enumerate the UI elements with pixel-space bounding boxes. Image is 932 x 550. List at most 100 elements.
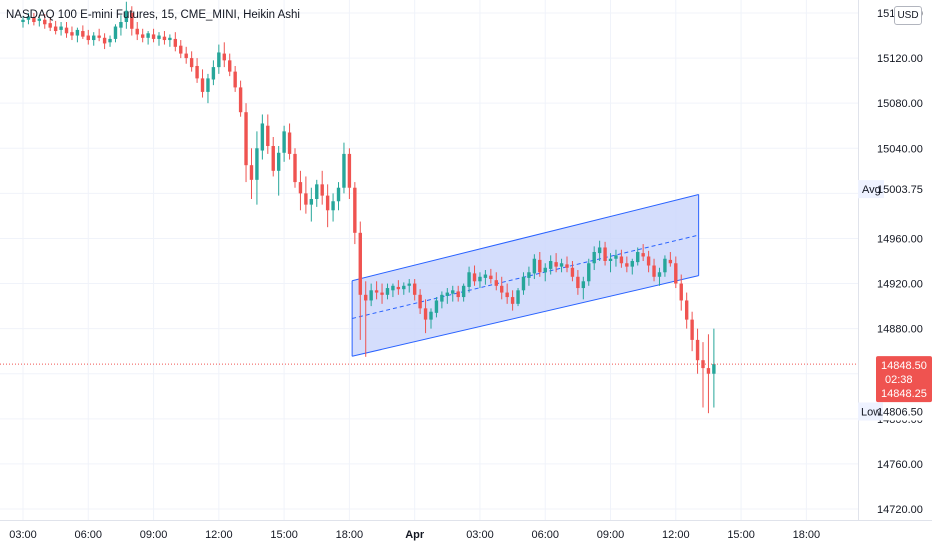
candle (168, 34, 172, 47)
candle (412, 279, 417, 301)
candle-body (451, 290, 455, 294)
last-price-value: 14848.50 (881, 360, 927, 372)
low-value: 14806.50 (877, 406, 923, 418)
candle-body (483, 274, 488, 278)
candle (652, 258, 656, 282)
last-price-tag-bg (876, 356, 932, 403)
candle (565, 256, 569, 273)
x-tick-label: 18:00 (793, 529, 821, 541)
price-axis[interactable]: 15160.0015120.0015080.0015040.0015000.00… (877, 8, 923, 516)
y-tick-label: 14960.00 (877, 233, 923, 245)
candle-body (222, 53, 226, 61)
channel-fill (352, 194, 699, 357)
candle (113, 24, 118, 43)
candle (679, 274, 683, 311)
candle-body (668, 259, 673, 264)
candle (282, 125, 286, 162)
candle (315, 179, 319, 207)
candle (249, 148, 254, 199)
candle-body (86, 35, 90, 41)
candle (200, 69, 205, 98)
candle-body (434, 300, 439, 313)
x-tick-label: 15:00 (727, 529, 755, 541)
candle (217, 44, 221, 74)
candle-body (276, 152, 281, 171)
regression-channel[interactable] (351, 194, 700, 357)
candle (130, 6, 134, 36)
channel-upper-line (351, 194, 699, 282)
candle-body (157, 35, 161, 39)
candle-body (173, 38, 178, 47)
candle-body (597, 247, 602, 254)
time-axis[interactable]: 03:00 06:00 09:00 12:00 15:00 18:00 Apr 03:00 06… (9, 529, 820, 541)
candle-body (565, 264, 569, 268)
candle (92, 32, 96, 46)
candle (266, 114, 270, 154)
candle-body (554, 262, 558, 267)
candle-body (26, 16, 31, 20)
candle-body (336, 187, 341, 202)
candle-body (293, 153, 297, 183)
candle-body (614, 255, 618, 259)
candle (157, 32, 161, 46)
candle-body (494, 280, 498, 286)
candle (358, 221, 362, 340)
candle (21, 16, 25, 28)
candle-body (364, 294, 368, 301)
y-tick-label: 14920.00 (877, 279, 923, 291)
candle (75, 27, 80, 43)
candle-body (538, 259, 542, 273)
candle-body (282, 131, 286, 153)
currency-button[interactable]: USD (894, 6, 922, 25)
x-tick-label: 15:00 (270, 529, 298, 541)
candle-body (189, 58, 194, 68)
y-tick-label: 14760.00 (877, 459, 923, 471)
candle-body (309, 199, 314, 205)
candle-body (374, 290, 379, 293)
candle-body (527, 272, 531, 278)
candle-body (97, 35, 101, 38)
candle (690, 311, 694, 352)
candle-body (461, 285, 466, 298)
avg-value: 15003.75 (877, 184, 923, 196)
candle-body (521, 276, 526, 291)
candle-body (472, 273, 477, 282)
candle-body (646, 256, 651, 266)
candle-body (206, 78, 210, 92)
candle-body (402, 285, 406, 290)
candle-body (652, 265, 656, 277)
candle (597, 240, 602, 261)
candle-body (603, 247, 607, 261)
candle-body (516, 290, 520, 304)
candle-body (342, 153, 346, 188)
candle-body (369, 290, 373, 301)
candle-body (706, 368, 711, 374)
candle-body (108, 38, 112, 43)
candle-body (456, 291, 460, 298)
candle-body (168, 37, 172, 41)
candle (293, 148, 297, 188)
candle (456, 285, 460, 302)
candle-body (59, 26, 63, 30)
candle (423, 299, 428, 334)
candle (309, 187, 314, 222)
candle (162, 31, 167, 45)
candle-body (347, 153, 352, 188)
candle-body (380, 292, 384, 295)
avg-label: Avg (862, 184, 881, 196)
candle (195, 58, 199, 83)
chart-gridlines (0, 0, 858, 520)
candlestick-series (21, 1, 716, 414)
candle-body (325, 195, 330, 211)
candle (374, 281, 379, 300)
candle-body (636, 251, 640, 263)
candle-body (500, 285, 504, 293)
candle (608, 253, 613, 273)
x-tick-label: 03:00 (9, 529, 37, 541)
candle-body (630, 261, 634, 267)
candle-body (478, 276, 482, 282)
candle-body (587, 263, 591, 282)
candle (630, 258, 634, 275)
